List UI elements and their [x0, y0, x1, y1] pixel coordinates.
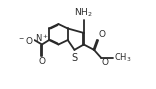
- Text: O: O: [98, 30, 105, 39]
- Text: $^-$O: $^-$O: [17, 35, 34, 46]
- Text: O: O: [39, 57, 45, 66]
- Text: N$^+$: N$^+$: [35, 32, 49, 44]
- Text: CH$_3$: CH$_3$: [115, 52, 132, 64]
- Text: O: O: [102, 58, 109, 67]
- Text: S: S: [72, 53, 78, 63]
- Text: NH$_2$: NH$_2$: [74, 6, 93, 19]
